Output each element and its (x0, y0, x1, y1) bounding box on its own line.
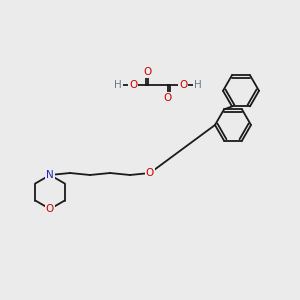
Text: O: O (164, 93, 172, 103)
Text: H: H (194, 80, 202, 90)
Text: O: O (179, 80, 187, 90)
Text: O: O (144, 67, 152, 77)
Text: O: O (129, 80, 137, 90)
Text: O: O (46, 204, 54, 214)
Text: O: O (146, 168, 154, 178)
Text: H: H (114, 80, 122, 90)
Text: N: N (46, 170, 54, 180)
